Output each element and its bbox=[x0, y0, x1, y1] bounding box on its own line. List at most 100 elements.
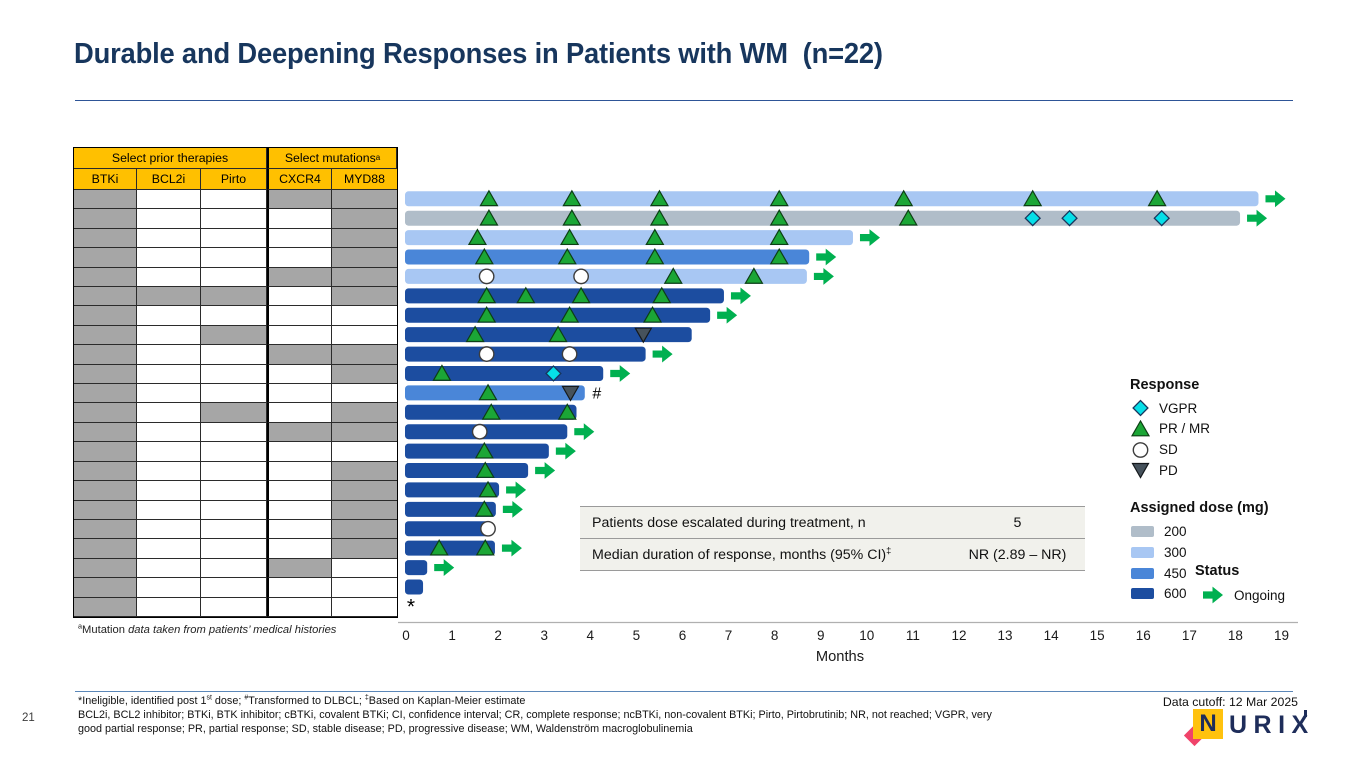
pr-mr-triangle-marker bbox=[562, 189, 582, 207]
cell-blank bbox=[137, 442, 201, 462]
cell-blank bbox=[201, 461, 267, 482]
table-row bbox=[74, 190, 397, 210]
group-header-mutations: Select mutations a bbox=[267, 148, 397, 169]
x-tick-label: 12 bbox=[951, 628, 966, 643]
cell-blank bbox=[137, 578, 201, 598]
table-row bbox=[74, 228, 397, 249]
legend-dose-title: Assigned dose (mg) bbox=[1130, 500, 1269, 516]
legend-label: 200 bbox=[1164, 524, 1187, 539]
pr-mr-triangle-marker bbox=[475, 538, 495, 556]
cell-positive bbox=[332, 248, 397, 268]
cell-blank bbox=[201, 384, 267, 404]
pd-triangle-marker bbox=[1131, 463, 1150, 480]
legend-item-dose-450: 450 bbox=[1131, 566, 1187, 581]
cell-positive bbox=[74, 384, 137, 404]
cell-blank bbox=[267, 539, 332, 559]
cell-positive bbox=[332, 345, 397, 365]
swimmer-bar bbox=[405, 288, 724, 304]
cell-positive bbox=[74, 558, 137, 579]
pr-mr-triangle-marker bbox=[474, 500, 494, 517]
table-row bbox=[74, 403, 397, 423]
table-row bbox=[74, 597, 397, 617]
cell-blank bbox=[137, 384, 201, 404]
x-tick-label: 9 bbox=[817, 628, 825, 643]
pr-mr-triangle-marker bbox=[562, 209, 582, 226]
cell-blank bbox=[137, 481, 201, 501]
table-row bbox=[74, 248, 397, 268]
cell-blank bbox=[201, 228, 267, 249]
summary-table: Patients dose escalated during treatment… bbox=[580, 506, 1085, 571]
pr-mr-triangle-marker bbox=[475, 461, 495, 478]
swimmer-bar bbox=[405, 540, 495, 556]
column-header-pirto: Pirto bbox=[201, 169, 267, 190]
pr-mr-triangle-marker bbox=[769, 189, 789, 207]
cell-positive bbox=[201, 287, 267, 307]
logo-letters-urix: URIX bbox=[1229, 711, 1315, 739]
summary-value: NR (2.89 – NR) bbox=[968, 546, 1067, 563]
legend-label: 600 bbox=[1164, 586, 1187, 602]
table-row bbox=[74, 422, 397, 443]
cell-positive bbox=[267, 345, 332, 365]
cell-positive bbox=[332, 500, 397, 520]
cell-positive bbox=[332, 481, 397, 501]
cell-blank bbox=[267, 481, 332, 501]
legend-status-title: Status bbox=[1195, 563, 1240, 579]
cell-positive bbox=[332, 364, 397, 385]
cell-positive bbox=[74, 209, 137, 229]
x-tick-label: 17 bbox=[1182, 628, 1197, 643]
cell-blank bbox=[137, 248, 201, 268]
sd-circle-marker bbox=[561, 346, 578, 362]
cell-blank bbox=[201, 481, 267, 501]
swimmer-bar bbox=[405, 579, 424, 595]
logo-yellow-square: N bbox=[1193, 709, 1223, 739]
dose-swatch-300 bbox=[1131, 546, 1154, 558]
group-header-prior-therapies: Select prior therapies bbox=[74, 148, 267, 169]
ongoing-arrow-icon bbox=[652, 345, 673, 363]
ongoing-arrow-icon bbox=[434, 559, 455, 576]
cell-positive bbox=[267, 558, 332, 579]
legend-item-dose-200: 200 bbox=[1131, 524, 1187, 539]
swimmer-bar bbox=[405, 385, 585, 401]
vgpr-diamond-marker bbox=[1132, 399, 1149, 417]
footnotes: *Ineligible, identified post 1st dose; #… bbox=[78, 694, 1078, 737]
cell-positive bbox=[332, 228, 397, 249]
cell-blank bbox=[137, 422, 201, 443]
table-row bbox=[74, 442, 397, 462]
cell-blank bbox=[201, 248, 267, 268]
footer-divider bbox=[75, 691, 1293, 692]
ongoing-arrow-icon bbox=[730, 287, 751, 305]
legend-item-dose-300: 300 bbox=[1131, 545, 1187, 560]
legend-item-pr-mr: PR / MR bbox=[1131, 419, 1211, 438]
cell-blank bbox=[137, 267, 201, 288]
pr-mr-triangle-marker bbox=[478, 480, 498, 498]
ongoing-arrow-icon bbox=[502, 500, 523, 518]
pd-legend-icon bbox=[1131, 463, 1150, 480]
legend-item-vgpr: VGPR bbox=[1131, 399, 1197, 417]
legend-item-ongoing: Ongoing bbox=[1202, 586, 1285, 604]
dose-swatch-450 bbox=[1131, 567, 1154, 579]
nurix-logo: N URIX bbox=[1183, 707, 1310, 752]
cell-blank bbox=[201, 306, 267, 326]
cell-positive bbox=[74, 306, 137, 326]
table-row bbox=[74, 519, 397, 540]
pr-mr-triangle-marker bbox=[894, 189, 914, 207]
table-row bbox=[74, 306, 397, 326]
legend-label: PR / MR bbox=[1159, 421, 1211, 437]
pr-mr-triangle-marker bbox=[571, 286, 591, 304]
title-divider bbox=[75, 100, 1293, 101]
cell-positive bbox=[74, 461, 137, 482]
prior-therapy-mutation-table: Select prior therapies Select mutations a B… bbox=[73, 147, 398, 618]
cell-blank bbox=[137, 519, 201, 540]
x-tick-label: 5 bbox=[633, 628, 641, 643]
cell-blank bbox=[267, 325, 332, 346]
pr-mr-triangle-marker bbox=[652, 286, 672, 304]
cell-blank bbox=[201, 345, 267, 365]
table-row bbox=[74, 345, 397, 365]
cell-blank bbox=[137, 403, 201, 423]
cell-positive bbox=[74, 422, 137, 443]
cell-blank bbox=[267, 519, 332, 540]
cell-positive bbox=[201, 403, 267, 423]
pr-mr-triangle-marker bbox=[557, 403, 577, 420]
